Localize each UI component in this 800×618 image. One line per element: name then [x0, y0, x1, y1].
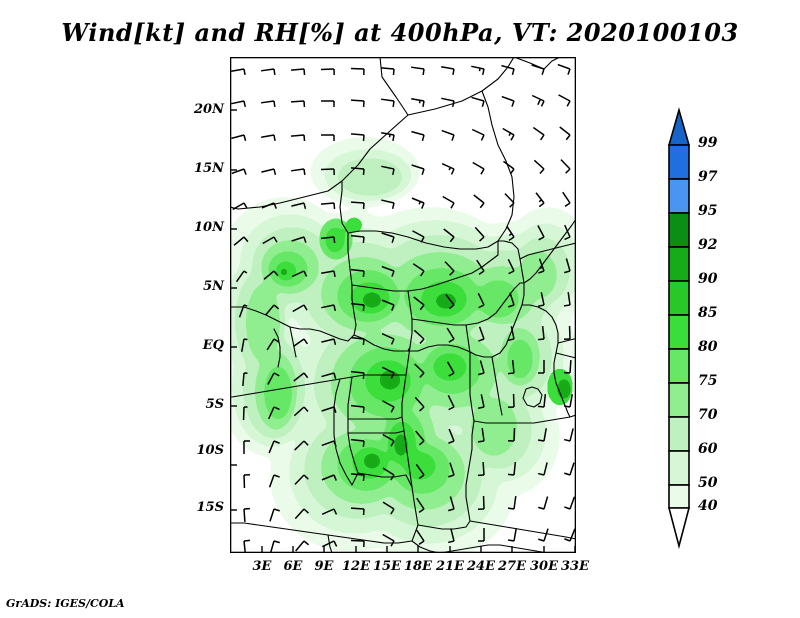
- colorbar-band-97-99: [668, 144, 690, 180]
- lon-tick-label-33e: 33E: [561, 559, 589, 574]
- map-boundaries-layer: [230, 57, 576, 553]
- colorbar-extend-top: [667, 107, 691, 146]
- colorbar-band-85-90: [668, 280, 690, 316]
- lat-tick-label-10s: 10S: [196, 443, 224, 458]
- lat-tick-label-20n: 20N: [194, 102, 224, 117]
- grads-credit: GrADS: IGES/COLA: [6, 597, 125, 610]
- lat-tick-label-eq: EQ: [202, 338, 224, 353]
- colorbar-label-40: 40: [698, 498, 718, 514]
- colorbar-label-80: 80: [698, 339, 718, 355]
- lon-tick-label-6e: 6E: [283, 559, 303, 574]
- lat-tick-label-5s: 5S: [205, 397, 224, 412]
- colorbar-band-75-80: [668, 348, 690, 384]
- page-title: Wind[kt] and RH[%] at 400hPa, VT: 202010…: [61, 18, 739, 47]
- map-plot-area: [230, 57, 576, 553]
- colorbar-label-92: 92: [698, 237, 718, 253]
- lon-tick-label-24e: 24E: [467, 559, 495, 574]
- colorbar-extend-bottom: [667, 507, 691, 550]
- colorbar-band-70-75: [668, 382, 690, 418]
- colorbar-band-40-50: [668, 484, 690, 509]
- colorbar-label-85: 85: [698, 305, 718, 321]
- lat-tick-label-5n: 5N: [203, 279, 224, 294]
- lat-ticks: [230, 109, 237, 511]
- colorbar-band-60-70: [668, 416, 690, 452]
- colorbar-band-92-95: [668, 212, 690, 248]
- lon-tick-label-12e: 12E: [342, 559, 370, 574]
- map-canvas: [230, 57, 576, 553]
- lon-tick-label-27e: 27E: [498, 559, 526, 574]
- colorbar: 99 97 95 92 90 85 80 75 70 60 50 40: [660, 70, 780, 555]
- colorbar-label-95: 95: [698, 203, 718, 219]
- lon-tick-label-3e: 3E: [252, 559, 272, 574]
- colorbar-label-50: 50: [698, 475, 718, 491]
- colorbar-svg: [667, 107, 691, 550]
- colorbar-band-80-85: [668, 314, 690, 350]
- colorbar-label-70: 70: [698, 407, 718, 423]
- colorbar-label-90: 90: [698, 271, 718, 287]
- lon-ticks: [261, 546, 576, 553]
- lon-tick-label-15e: 15E: [373, 559, 401, 574]
- colorbar-band-50-60: [668, 450, 690, 486]
- lat-tick-label-15n: 15N: [194, 161, 224, 176]
- colorbar-label-75: 75: [698, 373, 718, 389]
- map-frame: [230, 57, 576, 553]
- colorbar-band-95-97: [668, 178, 690, 214]
- lon-tick-label-21e: 21E: [436, 559, 464, 574]
- lon-tick-label-18e: 18E: [404, 559, 432, 574]
- colorbar-label-60: 60: [698, 441, 718, 457]
- lon-tick-label-9e: 9E: [314, 559, 334, 574]
- lon-tick-label-30e: 30E: [530, 559, 558, 574]
- lat-tick-label-15s: 15S: [196, 500, 224, 515]
- colorbar-label-97: 97: [698, 169, 718, 185]
- lat-tick-label-10n: 10N: [194, 220, 224, 235]
- colorbar-label-99: 99: [698, 135, 718, 151]
- colorbar-band-90-92: [668, 246, 690, 282]
